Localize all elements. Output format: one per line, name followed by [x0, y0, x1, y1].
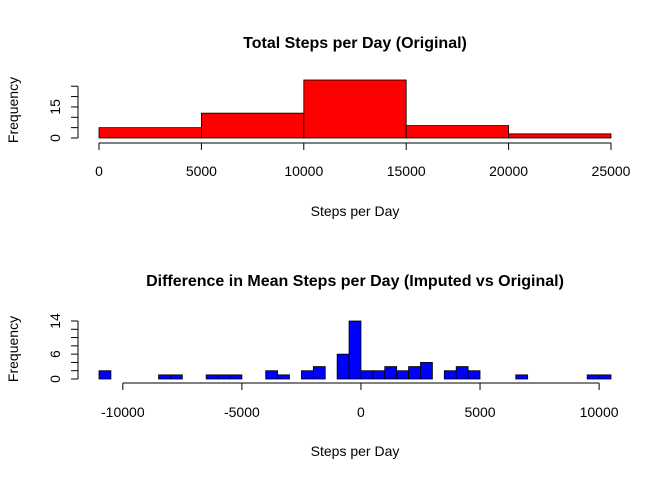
histogram-bar	[384, 366, 398, 380]
y-tick-label: 0	[47, 375, 63, 383]
x-tick-label: 20000	[489, 163, 528, 179]
histogram-bar	[467, 370, 481, 380]
chart-title: Difference in Mean Steps per Day (Impute…	[146, 273, 564, 290]
histogram-bar	[408, 366, 421, 380]
histogram-bar	[420, 362, 433, 380]
x-tick-label: 25000	[592, 163, 631, 179]
y-axis-label: Frequency	[5, 77, 21, 143]
histogram-bar	[170, 374, 183, 380]
x-tick-label: 10000	[580, 404, 619, 420]
y-tick-label: 6	[47, 350, 63, 358]
bars	[98, 79, 612, 139]
x-tick-label: 10000	[284, 163, 323, 179]
histogram-bar	[348, 320, 362, 380]
histogram-bar	[515, 374, 529, 380]
x-tick-label: -10000	[101, 404, 145, 420]
histogram-bar	[586, 374, 600, 380]
y-axis: 0 15	[47, 85, 79, 142]
x-tick-label: 15000	[387, 163, 426, 179]
histogram-bar	[229, 374, 243, 380]
histogram-bar	[277, 374, 290, 380]
histogram-bar	[303, 79, 407, 139]
histogram-bar	[265, 370, 279, 380]
histogram-bar	[405, 125, 510, 139]
y-tick-label: 0	[47, 134, 63, 142]
histogram-bar	[301, 370, 314, 380]
y-tick-label: 14	[47, 313, 63, 329]
y-tick-label: 15	[47, 99, 63, 115]
y-axis-label: Frequency	[5, 316, 21, 382]
histogram-bar	[98, 127, 202, 139]
histogram-bar	[360, 370, 374, 380]
histogram-bar	[200, 112, 305, 139]
x-tick-label: 5000	[464, 404, 495, 420]
x-axis-label: Steps per Day	[311, 203, 400, 219]
y-axis: 0 6 14	[47, 313, 79, 383]
histogram-bar	[158, 374, 171, 380]
x-tick-label: 0	[357, 404, 365, 420]
x-axis-label: Steps per Day	[311, 443, 400, 459]
histogram-bar	[336, 353, 350, 380]
x-axis: -10000 -5000 0 5000 10000	[101, 382, 619, 420]
histogram-bar	[443, 370, 457, 380]
histogram-bar	[455, 366, 469, 380]
bars	[98, 320, 612, 380]
x-tick-label: 0	[95, 163, 103, 179]
x-tick-label: -5000	[224, 404, 260, 420]
x-tick-label: 5000	[186, 163, 217, 179]
histogram-bar	[508, 133, 612, 139]
panel-difference-histogram: Difference in Mean Steps per Day (Impute…	[5, 273, 619, 459]
histogram-bar	[217, 374, 231, 380]
histogram-bar	[372, 370, 386, 380]
histogram-bar	[312, 366, 326, 380]
histogram-bar	[396, 370, 409, 380]
x-axis: 0 5000 10000 15000 20000 25000	[95, 142, 631, 179]
histogram-bar	[98, 370, 112, 380]
histogram-bar	[598, 374, 612, 380]
chart-title: Total Steps per Day (Original)	[243, 35, 467, 52]
panel-original-histogram: Total Steps per Day (Original) Steps per…	[5, 35, 631, 219]
histogram-bar	[205, 374, 219, 380]
